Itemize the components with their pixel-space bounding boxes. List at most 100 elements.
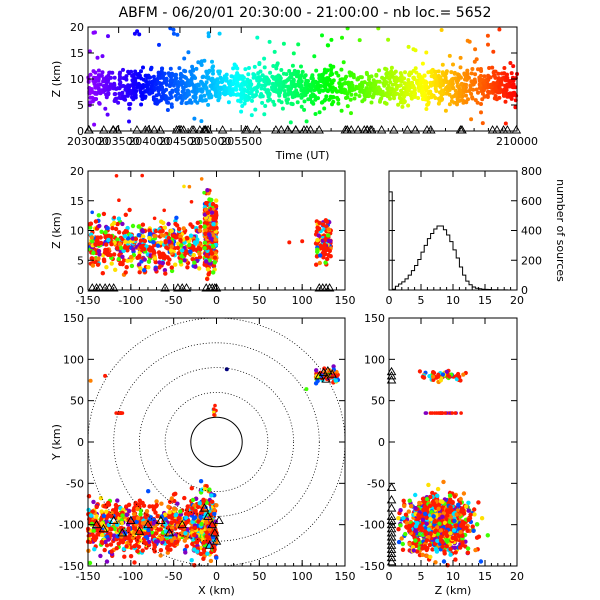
source-point: [325, 246, 330, 251]
source-point: [120, 254, 125, 259]
source-point: [445, 513, 450, 518]
source-point: [118, 539, 124, 544]
source-point: [511, 84, 516, 89]
source-point: [116, 256, 122, 262]
source-point: [197, 228, 202, 233]
source-point: [100, 54, 105, 59]
source-point: [114, 546, 119, 551]
source-point: [233, 85, 238, 90]
source-point: [328, 87, 333, 92]
source-point: [180, 80, 184, 85]
source-point: [445, 523, 450, 528]
source-point: [402, 76, 407, 81]
source-point: [99, 229, 104, 234]
source-point: [197, 266, 202, 271]
source-point: [175, 88, 180, 93]
source-point: [222, 74, 227, 79]
source-point: [162, 80, 167, 85]
source-point: [287, 240, 292, 245]
source-point: [251, 94, 255, 99]
source-point: [407, 85, 412, 90]
source-point: [162, 89, 167, 94]
source-point: [127, 119, 131, 124]
source-point: [204, 534, 209, 539]
source-point: [378, 92, 383, 96]
source-point: [513, 105, 518, 110]
source-point: [457, 94, 462, 99]
source-point: [214, 503, 219, 508]
source-point: [177, 95, 182, 100]
source-point: [427, 542, 433, 548]
source-point: [344, 96, 348, 100]
source-point: [267, 39, 272, 44]
source-point: [103, 503, 109, 508]
source-point: [436, 101, 441, 106]
source-point: [99, 509, 104, 514]
figure-title: ABFM - 06/20/01 20:30:00 - 21:00:00 - nb…: [119, 5, 492, 21]
source-point: [287, 75, 292, 80]
source-point: [114, 411, 118, 415]
source-point: [96, 86, 101, 91]
source-point: [326, 233, 331, 238]
source-point: [93, 83, 98, 88]
source-point: [199, 119, 204, 124]
source-point: [406, 44, 411, 49]
source-point: [100, 271, 106, 276]
source-point: [319, 100, 324, 105]
source-point: [443, 108, 448, 113]
source-point: [410, 80, 415, 85]
source-point: [202, 246, 207, 251]
source-point: [194, 66, 199, 71]
source-point: [242, 80, 247, 85]
source-point: [206, 272, 211, 277]
source-point: [464, 504, 469, 509]
source-point: [290, 63, 295, 68]
source-point: [424, 553, 430, 559]
source-point: [375, 91, 380, 96]
source-point: [137, 262, 142, 267]
source-point: [433, 96, 438, 100]
source-point: [242, 101, 247, 106]
source-point: [120, 221, 125, 227]
source-point: [388, 80, 393, 85]
source-point: [126, 526, 131, 531]
source-point: [189, 486, 194, 491]
source-point: [138, 88, 143, 93]
source-point: [156, 92, 161, 97]
source-point: [349, 111, 353, 116]
source-point: [166, 504, 171, 509]
source-point: [331, 78, 336, 83]
source-point: [392, 71, 397, 76]
source-point: [213, 213, 218, 218]
source-point: [433, 84, 438, 89]
source-point: [213, 216, 218, 221]
source-point: [160, 251, 165, 256]
source-point: [464, 100, 469, 105]
source-point: [417, 500, 422, 506]
source-point: [449, 99, 454, 103]
source-point: [146, 265, 151, 270]
source-point: [243, 98, 248, 103]
source-point: [427, 503, 433, 508]
source-point: [90, 263, 96, 268]
source-point: [133, 69, 138, 74]
source-point: [176, 516, 182, 521]
source-point: [369, 100, 374, 105]
source-point: [302, 75, 307, 80]
source-point: [420, 496, 426, 502]
source-point: [206, 31, 211, 36]
source-point: [235, 72, 240, 77]
source-point: [438, 84, 443, 89]
source-point: [184, 544, 189, 549]
source-point: [151, 95, 156, 100]
source-point: [155, 98, 160, 103]
source-point: [231, 81, 236, 85]
source-point: [205, 267, 211, 272]
source-point: [326, 252, 331, 258]
source-point: [302, 99, 307, 104]
source-point: [199, 530, 204, 535]
source-point: [124, 74, 129, 79]
source-point: [398, 523, 403, 528]
source-point: [146, 489, 151, 494]
source-point: [223, 89, 228, 94]
